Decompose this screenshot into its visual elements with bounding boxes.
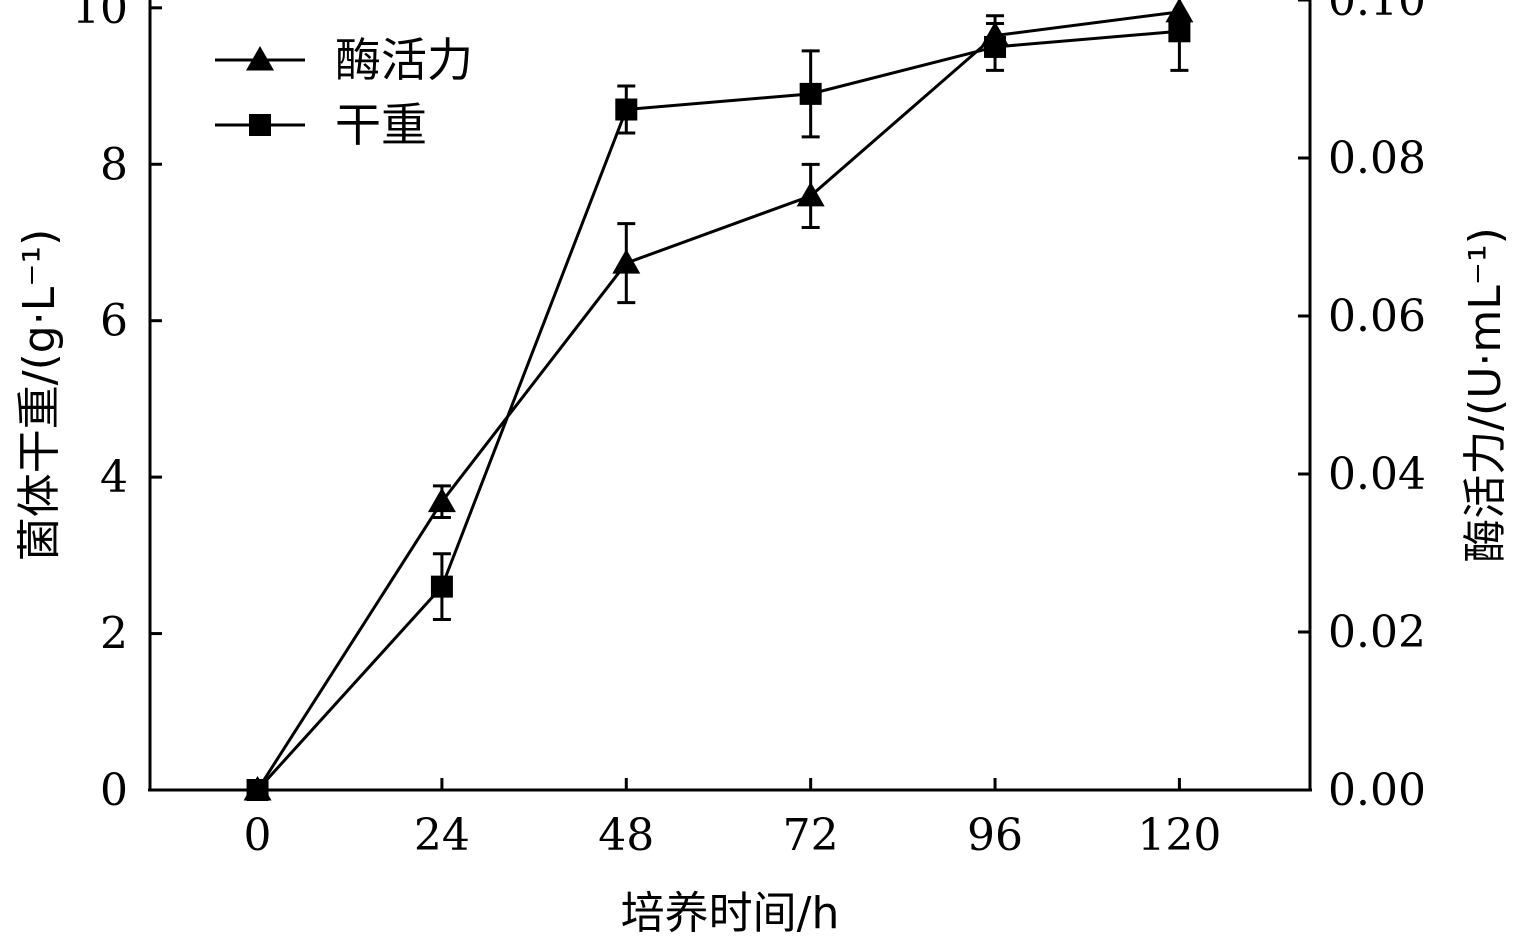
legend-square-marker bbox=[249, 114, 271, 136]
right-y-tick-label: 0.06 bbox=[1328, 291, 1426, 342]
square-marker bbox=[615, 98, 638, 121]
left-y-tick-label: 6 bbox=[100, 296, 128, 347]
right-y-tick-label: 0.02 bbox=[1328, 607, 1426, 658]
triangle-marker bbox=[427, 487, 456, 513]
left-y-tick-label: 2 bbox=[100, 609, 128, 660]
x-tick-label: 120 bbox=[1137, 810, 1221, 861]
x-tick-label: 24 bbox=[414, 810, 470, 861]
series-dry-weight bbox=[246, 0, 1191, 801]
square-marker bbox=[799, 82, 822, 105]
square-marker bbox=[984, 35, 1007, 58]
left-y-tick-label: 8 bbox=[100, 139, 128, 190]
triangle-marker bbox=[612, 249, 641, 274]
x-tick-label: 48 bbox=[598, 810, 654, 861]
square-marker bbox=[430, 575, 453, 598]
x-tick-label: 96 bbox=[967, 810, 1023, 861]
legend-entry: 酶活力 bbox=[215, 33, 473, 87]
x-axis-title: 培养时间/h bbox=[621, 888, 840, 936]
left-y-tick-label: 0 bbox=[100, 765, 128, 816]
series-line bbox=[256, 10, 1180, 791]
plot-frame bbox=[148, 0, 1312, 792]
left-y-tick-label: 10 bbox=[72, 0, 128, 34]
right-y-tick-label: 0.00 bbox=[1328, 765, 1426, 816]
left-y-axis-title: 菌体干重/(g·L⁻¹) bbox=[14, 229, 65, 561]
square-marker bbox=[246, 779, 269, 801]
series-line bbox=[256, 29, 1180, 792]
series-layer bbox=[243, 0, 1194, 801]
x-tick-label: 72 bbox=[783, 810, 839, 861]
square-marker bbox=[1168, 20, 1191, 43]
right-y-tick-label: 0.04 bbox=[1328, 449, 1426, 500]
triangle-marker bbox=[796, 181, 825, 207]
axis-ticks: 0 24 48 72 96 12002468100.000.020.040.060.080… bbox=[72, 0, 1426, 861]
legend-label: 酶活力 bbox=[335, 33, 473, 87]
left-y-tick-label: 4 bbox=[100, 452, 128, 503]
right-y-axis-title: 酶活力/(U·mL⁻¹) bbox=[1460, 227, 1511, 563]
x-tick-label: 0 bbox=[244, 810, 272, 861]
right-y-tick-label: 0.10 bbox=[1328, 0, 1426, 26]
right-y-tick-label: 0.08 bbox=[1328, 133, 1426, 184]
legend-entry: 干重 bbox=[215, 98, 427, 152]
legend-triangle-marker bbox=[246, 46, 274, 71]
legend-label: 干重 bbox=[335, 98, 427, 152]
